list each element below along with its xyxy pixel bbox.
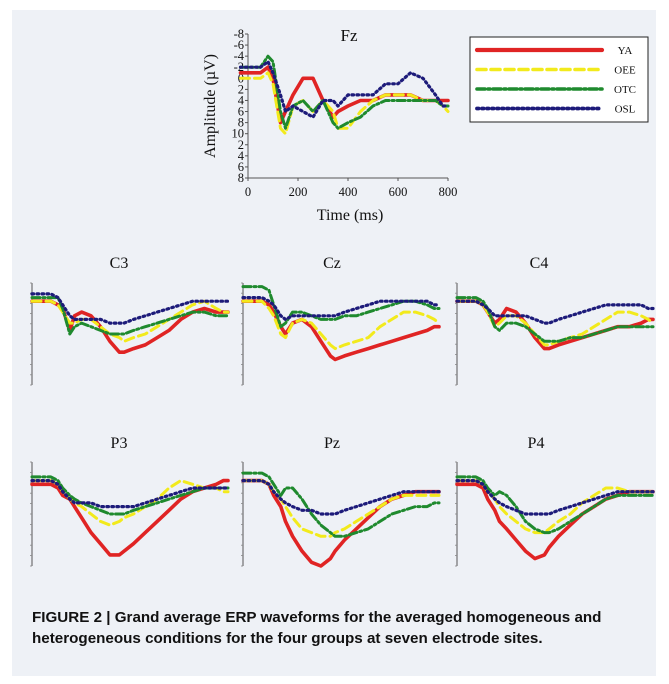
legend-label-otc: OTC bbox=[614, 84, 636, 96]
legend-label-oee: OEE bbox=[614, 65, 636, 77]
legend: YA OEE OTC OSL bbox=[469, 36, 649, 123]
panel-c4: C4 bbox=[455, 255, 655, 386]
series-oee bbox=[455, 299, 655, 347]
y-tick-label: 10 bbox=[232, 127, 245, 141]
y-tick-label: 4 bbox=[238, 93, 245, 107]
panel-pz: Pz bbox=[241, 435, 441, 568]
series-otc bbox=[239, 54, 450, 130]
y-axis-label: Amplitude (µV) bbox=[202, 54, 219, 158]
legend-label-ya: YA bbox=[618, 45, 633, 57]
panel-p4: P4 bbox=[455, 435, 655, 567]
series-osl bbox=[455, 299, 655, 325]
series-osl bbox=[455, 479, 655, 516]
series-oee bbox=[30, 299, 230, 343]
x-tick-label: 0 bbox=[245, 185, 251, 199]
series-osl bbox=[30, 292, 230, 325]
y-tick-label: 6 bbox=[238, 160, 244, 174]
series-osl bbox=[241, 479, 441, 516]
series-otc bbox=[241, 285, 441, 329]
series-oee bbox=[241, 299, 441, 351]
panel-title: Fz bbox=[341, 26, 358, 45]
y-tick-label: -6 bbox=[234, 38, 244, 52]
panel-title: P3 bbox=[111, 435, 128, 452]
x-tick-label: 800 bbox=[439, 185, 458, 199]
x-tick-label: 200 bbox=[289, 185, 308, 199]
y-tick-label: -4 bbox=[234, 49, 245, 63]
series-ya bbox=[241, 478, 441, 568]
series-osl bbox=[30, 479, 230, 509]
panel-title: Pz bbox=[324, 435, 340, 452]
x-tick-label: 400 bbox=[339, 185, 358, 199]
panel-p3: P3 bbox=[30, 435, 230, 567]
series-osl bbox=[241, 296, 441, 321]
y-tick-label: 8 bbox=[238, 171, 244, 185]
y-tick-label: 6 bbox=[238, 105, 244, 119]
series-otc bbox=[455, 475, 655, 535]
y-tick-label: -2 bbox=[234, 60, 244, 74]
panel-title: C4 bbox=[530, 255, 549, 272]
y-tick-label: 2 bbox=[238, 138, 244, 152]
series-otc bbox=[30, 475, 230, 516]
legend-label-osl: OSL bbox=[615, 104, 636, 116]
y-tick-label: 8 bbox=[238, 116, 244, 130]
panel-cz: Cz bbox=[241, 255, 441, 386]
figure-caption: FIGURE 2 | Grand average ERP waveforms f… bbox=[32, 609, 602, 647]
series-ya bbox=[455, 482, 655, 561]
series-otc bbox=[241, 471, 441, 538]
panel-title: Cz bbox=[323, 255, 341, 272]
x-axis-label: Time (ms) bbox=[317, 207, 384, 224]
series-oee bbox=[239, 71, 450, 136]
panel-c3: C3 bbox=[30, 255, 230, 386]
y-tick-label: -8 bbox=[234, 27, 244, 41]
series-ya bbox=[241, 299, 441, 362]
y-tick-label: 2 bbox=[238, 82, 244, 96]
series-osl bbox=[238, 60, 450, 119]
x-tick-label: 600 bbox=[389, 185, 408, 199]
figure-panel: Fz -8 -6 -4 -2 0 2 4 6 8 10 2 4 6 8 0 200 400 600 800 Time (… bbox=[12, 10, 656, 676]
y-tick-label: 4 bbox=[238, 149, 245, 163]
panel-title: C3 bbox=[110, 255, 129, 272]
panel-title: P4 bbox=[528, 435, 545, 452]
